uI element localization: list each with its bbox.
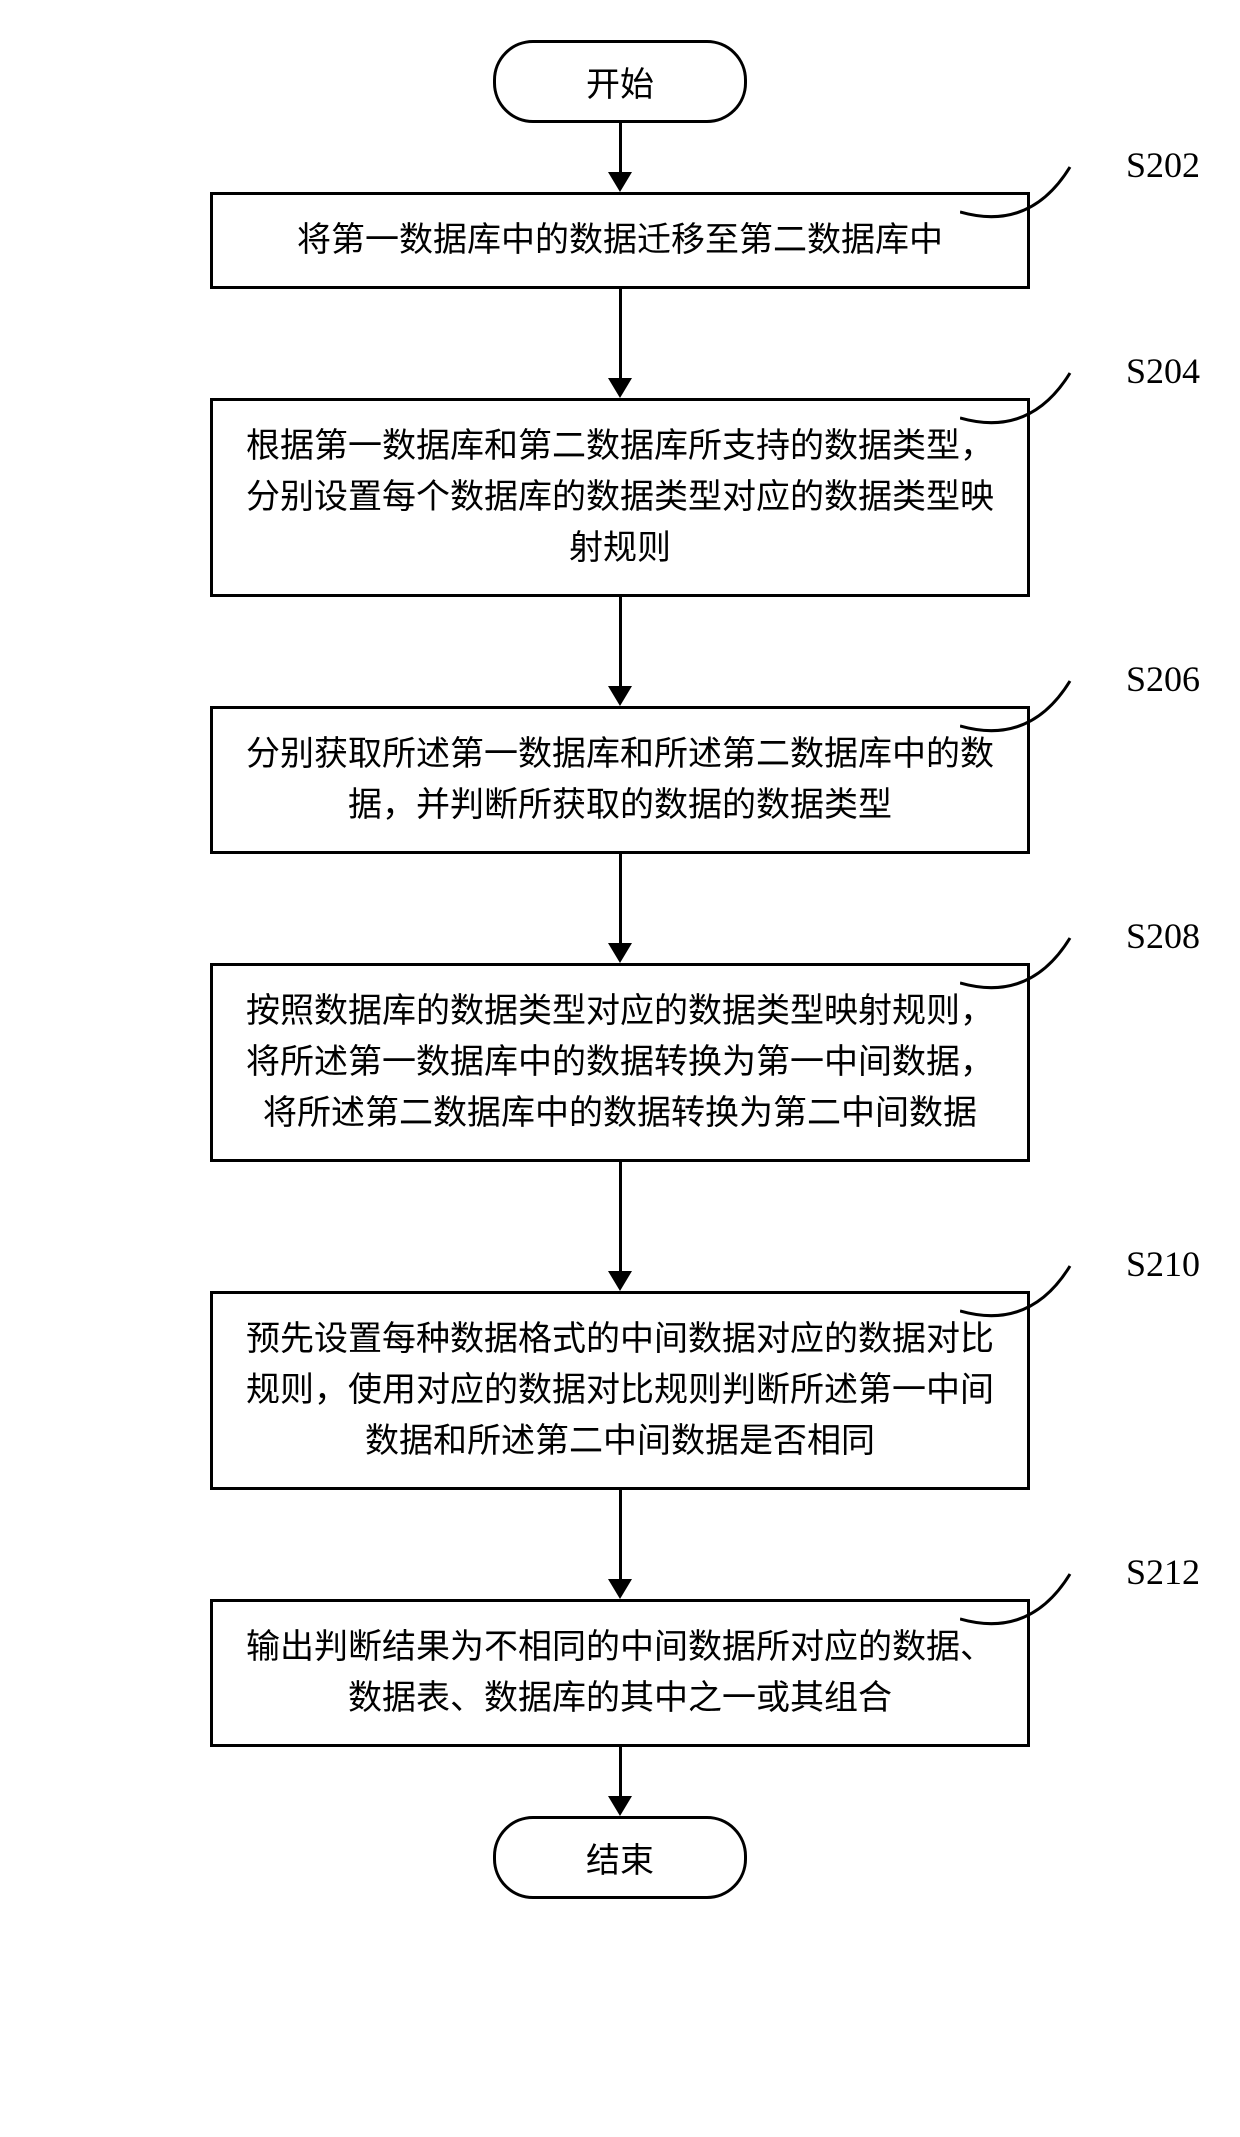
step-row: 按照数据库的数据类型对应的数据类型映射规则，将所述第一数据库中的数据转换为第一中… <box>0 963 1240 1162</box>
arrow <box>608 289 632 398</box>
process-text: 预先设置每种数据格式的中间数据对应的数据对比规则，使用对应的数据对比规则判断所述… <box>246 1321 994 1460</box>
arrow-head-icon <box>608 1796 632 1816</box>
step-row: 分别获取所述第一数据库和所述第二数据库中的数据，并判断所获取的数据的数据类型 S… <box>0 706 1240 854</box>
step-label: S210 <box>1126 1243 1200 1285</box>
arrow <box>608 597 632 706</box>
arrow <box>608 1747 632 1816</box>
end-terminal: 结束 <box>493 1816 747 1899</box>
step-label: S212 <box>1126 1551 1200 1593</box>
process-text: 将第一数据库中的数据迁移至第二数据库中 <box>297 222 943 259</box>
start-terminal: 开始 <box>493 40 747 123</box>
process-text: 按照数据库的数据类型对应的数据类型映射规则，将所述第一数据库中的数据转换为第一中… <box>246 993 994 1132</box>
process-box-s204: 根据第一数据库和第二数据库所支持的数据类型，分别设置每个数据库的数据类型对应的数… <box>210 398 1030 597</box>
step-row: 输出判断结果为不相同的中间数据所对应的数据、数据表、数据库的其中之一或其组合 S… <box>0 1599 1240 1747</box>
process-box-s206: 分别获取所述第一数据库和所述第二数据库中的数据，并判断所获取的数据的数据类型 <box>210 706 1030 854</box>
end-label: 结束 <box>586 1843 654 1880</box>
arrow-line <box>619 854 622 944</box>
process-box-s210: 预先设置每种数据格式的中间数据对应的数据对比规则，使用对应的数据对比规则判断所述… <box>210 1291 1030 1490</box>
flowchart-container: 开始 将第一数据库中的数据迁移至第二数据库中 S202 根据第一数据库和第二数据… <box>0 40 1240 1899</box>
arrow-line <box>619 1490 622 1580</box>
arrow <box>608 1162 632 1291</box>
arrow-head-icon <box>608 686 632 706</box>
step-row: 将第一数据库中的数据迁移至第二数据库中 S202 <box>0 192 1240 289</box>
arrow-head-icon <box>608 943 632 963</box>
process-text: 根据第一数据库和第二数据库所支持的数据类型，分别设置每个数据库的数据类型对应的数… <box>246 428 994 567</box>
arrow-head-icon <box>608 1271 632 1291</box>
arrow-head-icon <box>608 378 632 398</box>
arrow <box>608 123 632 192</box>
step-label: S204 <box>1126 350 1200 392</box>
step-label: S206 <box>1126 658 1200 700</box>
process-text: 分别获取所述第一数据库和所述第二数据库中的数据，并判断所获取的数据的数据类型 <box>246 736 994 824</box>
arrow <box>608 1490 632 1599</box>
arrow-line <box>619 1162 622 1272</box>
arrow-head-icon <box>608 1579 632 1599</box>
arrow-line <box>619 1747 622 1797</box>
arrow-line <box>619 123 622 173</box>
step-row: 预先设置每种数据格式的中间数据对应的数据对比规则，使用对应的数据对比规则判断所述… <box>0 1291 1240 1490</box>
arrow <box>608 854 632 963</box>
arrow-head-icon <box>608 172 632 192</box>
process-box-s212: 输出判断结果为不相同的中间数据所对应的数据、数据表、数据库的其中之一或其组合 <box>210 1599 1030 1747</box>
step-label: S202 <box>1126 144 1200 186</box>
process-box-s208: 按照数据库的数据类型对应的数据类型映射规则，将所述第一数据库中的数据转换为第一中… <box>210 963 1030 1162</box>
start-label: 开始 <box>586 67 654 104</box>
arrow-line <box>619 597 622 687</box>
step-row: 根据第一数据库和第二数据库所支持的数据类型，分别设置每个数据库的数据类型对应的数… <box>0 398 1240 597</box>
step-label: S208 <box>1126 915 1200 957</box>
arrow-line <box>619 289 622 379</box>
process-box-s202: 将第一数据库中的数据迁移至第二数据库中 <box>210 192 1030 289</box>
process-text: 输出判断结果为不相同的中间数据所对应的数据、数据表、数据库的其中之一或其组合 <box>246 1629 994 1717</box>
